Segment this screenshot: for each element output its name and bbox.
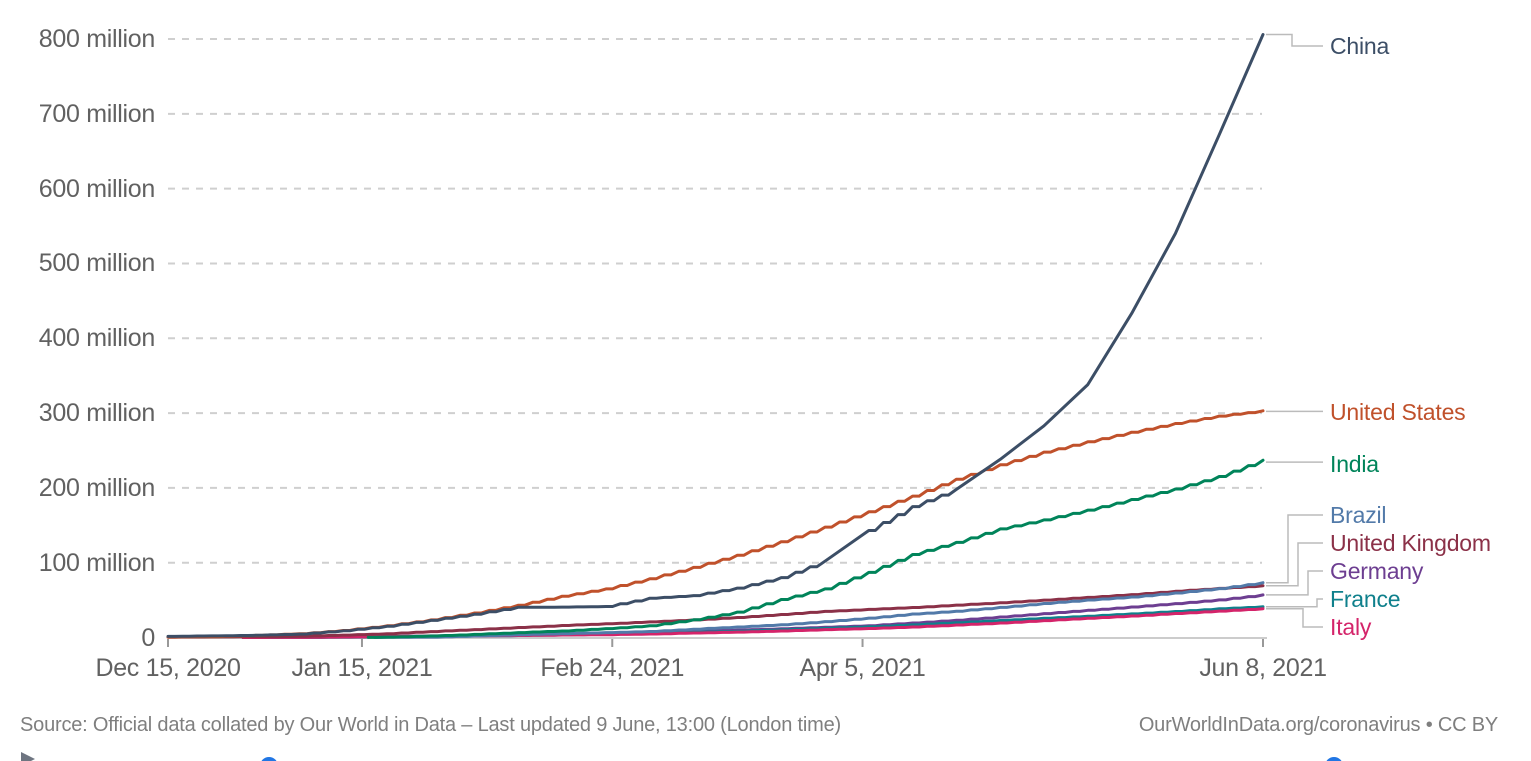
label-connector: [1266, 607, 1323, 628]
label-connector: [1266, 514, 1323, 584]
source-note: Source: Official data collated by Our Wo…: [20, 714, 841, 736]
y-tick-label: 200 million: [38, 473, 156, 502]
y-tick-label: 400 million: [38, 324, 156, 353]
y-tick-label: 100 million: [38, 548, 156, 577]
series-line-united-kingdom[interactable]: [166, 584, 1265, 639]
y-tick-label: 800 million: [38, 25, 156, 53]
series-line-united-states[interactable]: [166, 409, 1265, 639]
label-connector: [1266, 598, 1323, 608]
x-tick-label: Apr 5, 2021: [799, 654, 926, 682]
y-tick-label: 600 million: [38, 174, 156, 203]
x-tick-label: Feb 24, 2021: [540, 654, 685, 682]
legend-label-china[interactable]: China: [1330, 33, 1390, 59]
play-icon[interactable]: [21, 752, 35, 761]
timeline-end-handle[interactable]: [1325, 757, 1343, 761]
label-connector: [1266, 570, 1323, 596]
legend-label-brazil[interactable]: Brazil: [1330, 502, 1387, 528]
y-tick-label: 0: [141, 623, 155, 652]
label-connector: [1266, 33, 1323, 47]
series-line-brazil[interactable]: [373, 581, 1265, 639]
y-tick-label: 500 million: [38, 249, 156, 278]
x-tick-label: Dec 15, 2020: [95, 654, 241, 682]
y-tick-label: 700 million: [38, 99, 156, 128]
legend-label-united-states[interactable]: United States: [1330, 399, 1466, 425]
y-tick-label: 300 million: [38, 399, 156, 428]
attribution-link[interactable]: OurWorldInData.org/coronavirus • CC BY: [1138, 714, 1498, 736]
x-tick-label: Jun 8, 2021: [1199, 654, 1327, 682]
series-line-china[interactable]: [166, 33, 1265, 638]
label-connector: [1266, 542, 1323, 587]
legend-label-france[interactable]: France: [1330, 586, 1401, 612]
legend-label-united-kingdom[interactable]: United Kingdom: [1330, 530, 1491, 556]
legend-label-india[interactable]: India: [1330, 451, 1379, 477]
legend-label-germany[interactable]: Germany: [1330, 558, 1424, 584]
legend-label-italy[interactable]: Italy: [1330, 614, 1372, 640]
timeline-start-handle[interactable]: [260, 757, 278, 761]
x-tick-label: Jan 15, 2021: [291, 654, 433, 682]
series-line-india[interactable]: [366, 458, 1265, 639]
